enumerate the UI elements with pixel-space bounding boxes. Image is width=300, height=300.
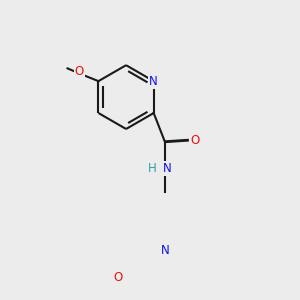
Text: O: O xyxy=(113,271,123,284)
Text: O: O xyxy=(190,134,200,147)
Text: O: O xyxy=(75,65,84,78)
Text: H: H xyxy=(148,162,157,176)
Text: N: N xyxy=(163,162,172,176)
Text: N: N xyxy=(149,75,158,88)
Text: N: N xyxy=(160,244,169,257)
